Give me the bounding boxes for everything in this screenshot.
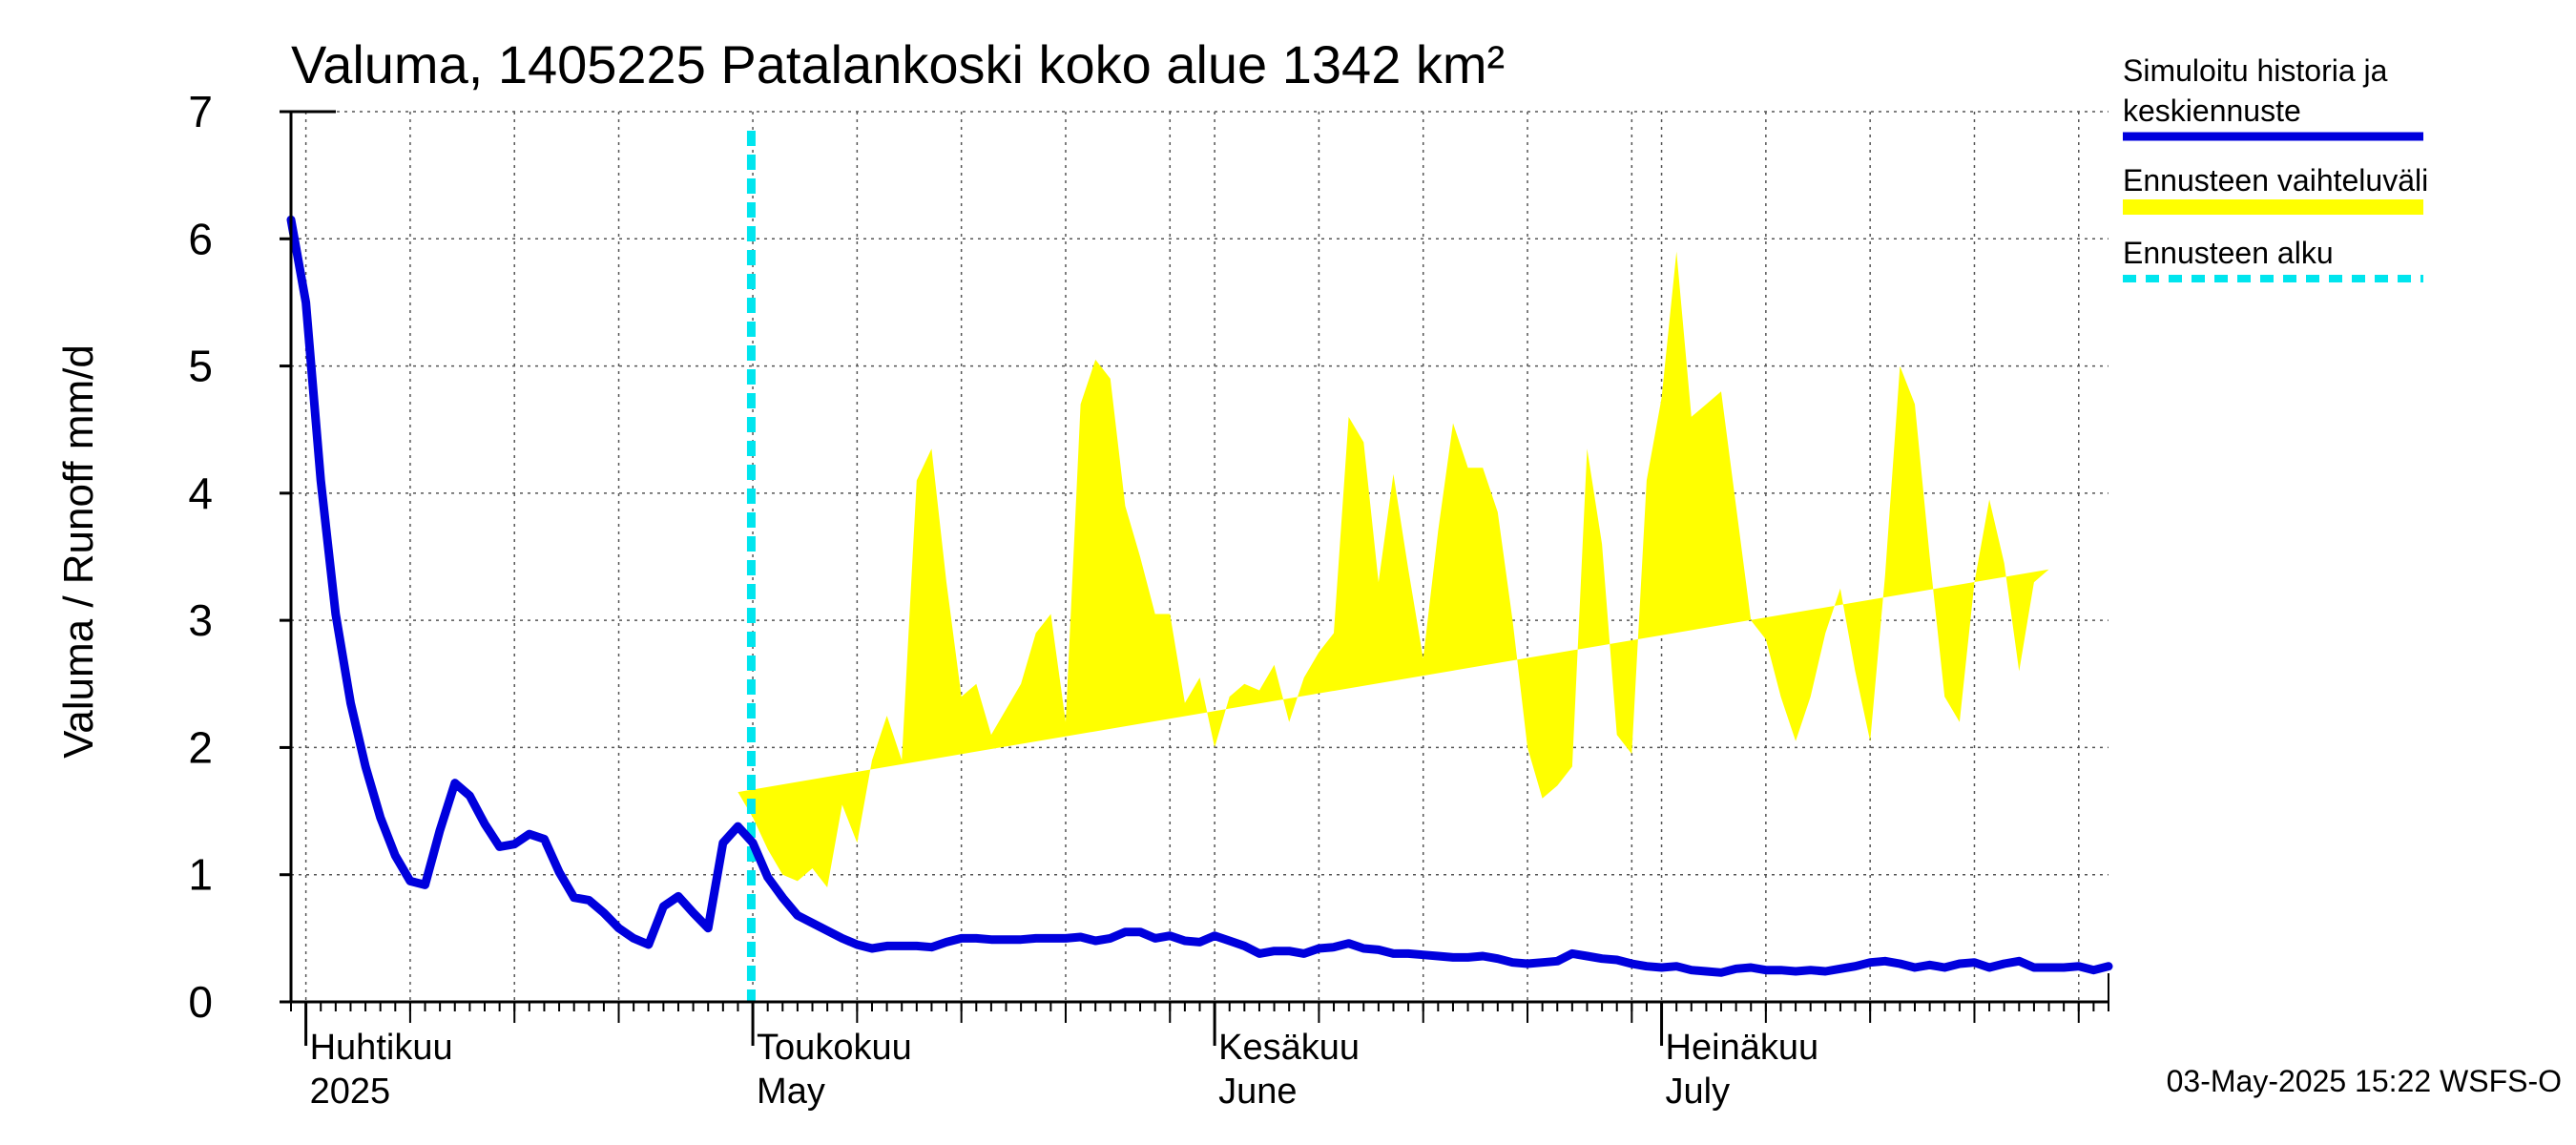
month-label: Heinäkuu: [1666, 1028, 1819, 1068]
y-tick-label: 5: [188, 342, 213, 391]
legend-history-label-line2: keskiennuste: [2123, 94, 2301, 128]
y-tick-label: 4: [188, 468, 213, 518]
footer-timestamp: 03-May-2025 15:22 WSFS-O: [2167, 1064, 2562, 1098]
chart-title: Valuma, 1405225 Patalankoski koko alue 1…: [291, 34, 1505, 94]
month-label: Huhtikuu: [310, 1028, 453, 1068]
history-forecast-line: [286, 215, 2113, 977]
history-line-layer: [286, 215, 2113, 977]
axes: [280, 110, 2109, 1046]
y-tick-label: 7: [188, 87, 213, 136]
gridlines: [291, 111, 2109, 1002]
month-label: Kesäkuu: [1218, 1028, 1360, 1068]
month-sublabel: 2025: [310, 1072, 391, 1112]
y-tick-label: 2: [188, 722, 213, 772]
forecast-range-band: [737, 251, 2049, 888]
y-tick-label: 0: [188, 977, 213, 1027]
y-axis-label: Valuma / Runoff mm/d: [55, 344, 102, 759]
y-tick-label: 6: [188, 214, 213, 263]
y-tick-labels: 0 1 2 3 4 5 6 7: [188, 87, 213, 1027]
legend: Simuloitu historia ja keskiennuste Ennus…: [2123, 53, 2428, 282]
month-label: Toukokuu: [757, 1028, 912, 1068]
month-sublabel: May: [757, 1072, 825, 1112]
y-tick-label: 3: [188, 595, 213, 645]
month-sublabel: July: [1666, 1072, 1731, 1112]
legend-history-label-line1: Simuloitu historia ja: [2123, 53, 2388, 88]
forecast-range-area: [737, 251, 2049, 888]
month-sublabel: June: [1218, 1072, 1297, 1112]
legend-range-label: Ennusteen vaihteluväli: [2123, 163, 2428, 198]
legend-forecast-start-label: Ennusteen alku: [2123, 236, 2334, 270]
y-tick-label: 1: [188, 850, 213, 900]
